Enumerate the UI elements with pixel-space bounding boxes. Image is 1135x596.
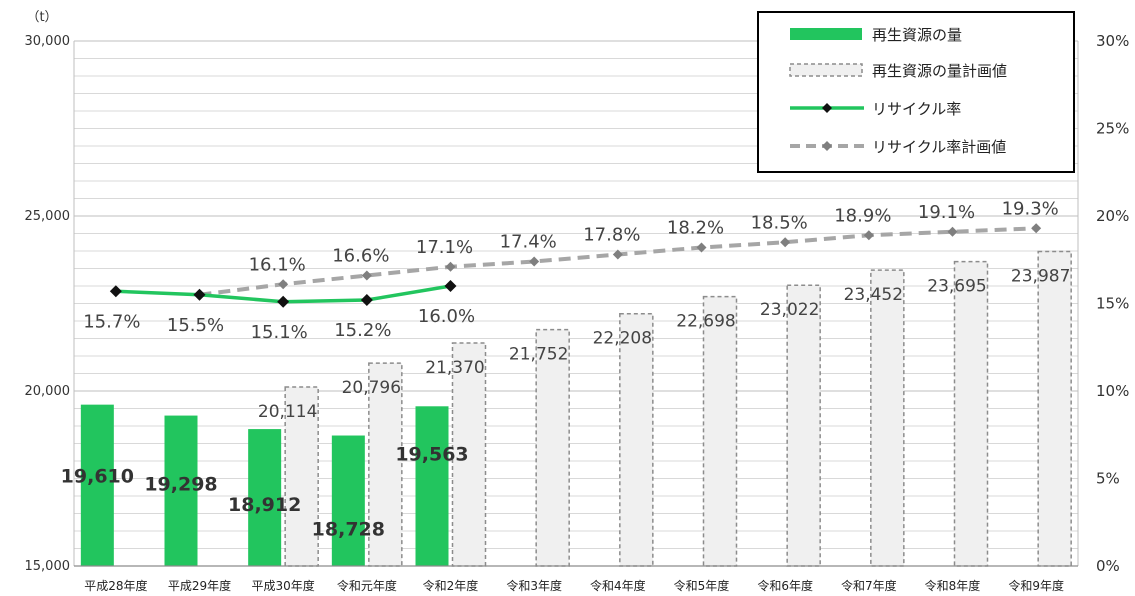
rate-label: 15.2% — [334, 320, 391, 341]
x-category-label: 令和2年度 — [423, 578, 479, 593]
plan-bar-label: 22,208 — [593, 329, 652, 349]
rate-plan-marker — [947, 226, 958, 237]
plan-bar-label: 21,752 — [509, 345, 568, 365]
y-unit-label: （t） — [26, 10, 57, 25]
plan-bar — [451, 342, 487, 567]
plan-bar — [786, 284, 821, 567]
plan-bar-label: 23,987 — [1011, 266, 1070, 286]
actual-bar-label: 19,298 — [144, 474, 217, 496]
plan-bar — [953, 260, 989, 567]
plan-bar-label: 22,698 — [676, 312, 735, 332]
rate-label: 15.5% — [167, 315, 224, 336]
y-tick-label: 15,000 — [25, 559, 71, 574]
legend-label-plan: 再生資源の量計画値 — [872, 62, 1007, 80]
actual-bar-label: 18,728 — [312, 519, 385, 541]
y2-tick-label: 10% — [1096, 382, 1129, 400]
actual-bar — [415, 406, 449, 566]
rate-marker — [360, 294, 373, 306]
rate-plan-marker — [529, 256, 540, 267]
rate-label: 16.0% — [418, 306, 475, 327]
rate-plan-marker — [780, 237, 791, 248]
plan-bar-label: 23,452 — [844, 285, 903, 305]
rate-plan-label: 18.5% — [751, 212, 808, 233]
rate-plan-marker — [696, 242, 707, 253]
legend-label-rate: リサイクル率 — [872, 100, 961, 118]
actual-bar — [248, 429, 282, 566]
rate-plan-label: 17.4% — [500, 232, 557, 253]
x-category-label: 令和4年度 — [590, 578, 646, 593]
y2-tick-label: 30% — [1096, 32, 1129, 50]
plan-bar — [619, 312, 654, 567]
plan-bar-label: 21,370 — [425, 358, 484, 378]
x-category-label: 平成29年度 — [168, 578, 231, 593]
rate-plan-label: 16.1% — [249, 254, 306, 275]
plan-bar-label: 23,022 — [760, 300, 819, 320]
y2-tick-label: 0% — [1096, 557, 1120, 575]
actual-bar-label: 19,563 — [395, 443, 468, 465]
rate-label: 15.7% — [83, 311, 140, 332]
y-tick-label: 25,000 — [25, 209, 71, 224]
plan-bar-label: 23,695 — [927, 277, 986, 297]
y2-tick-label: 25% — [1096, 120, 1129, 138]
plan-bar — [535, 328, 570, 567]
rate-label: 15.1% — [251, 322, 308, 343]
rate-plan-label: 19.3% — [1002, 198, 1059, 219]
rate-plan-marker — [1031, 223, 1042, 234]
x-category-label: 令和3年度 — [506, 578, 562, 593]
y2-tick-label: 20% — [1096, 207, 1129, 225]
x-category-label: 令和7年度 — [841, 578, 897, 593]
legend-marker-rate — [822, 103, 832, 113]
rate-marker — [444, 280, 457, 292]
plan-bar — [284, 386, 319, 567]
actual-bar — [331, 435, 365, 566]
y2-tick-label: 15% — [1096, 295, 1129, 313]
y2-tick-label: 5% — [1096, 470, 1120, 488]
x-category-label: 令和8年度 — [925, 578, 981, 593]
actual-bar-label: 18,912 — [228, 494, 301, 516]
rate-marker — [193, 288, 206, 301]
plan-bar — [702, 295, 738, 567]
rate-plan-label: 17.8% — [583, 225, 640, 246]
rate-plan-marker — [278, 279, 289, 290]
legend-marker-rate-plan — [822, 141, 832, 151]
plan-bar — [1037, 250, 1072, 567]
rate-plan-marker — [445, 261, 456, 272]
legend-label-rate-plan: リサイクル率計画値 — [872, 138, 1006, 156]
x-category-label: 令和元年度 — [337, 578, 397, 593]
rate-plan-marker — [863, 230, 874, 241]
rate-plan-marker — [361, 270, 372, 281]
actual-bar — [164, 415, 198, 566]
y-tick-label: 20,000 — [25, 384, 71, 399]
rate-marker — [109, 285, 122, 298]
x-category-label: 令和5年度 — [674, 578, 730, 593]
plan-bar — [870, 269, 905, 567]
rate-plan-label: 17.1% — [416, 237, 473, 258]
rate-plan-label: 19.1% — [918, 202, 975, 223]
plan-bar-label: 20,114 — [258, 402, 317, 422]
legend-swatch-plan — [789, 63, 863, 77]
plan-bar — [368, 362, 403, 567]
legend-swatch-actual — [790, 28, 862, 40]
x-category-label: 平成28年度 — [84, 578, 147, 593]
y-tick-label: 30,000 — [25, 34, 71, 49]
x-category-label: 平成30年度 — [252, 578, 315, 593]
x-category-label: 令和6年度 — [757, 578, 813, 593]
rate-plan-label: 18.2% — [667, 218, 724, 239]
actual-bar — [80, 404, 114, 566]
legend-label-actual: 再生資源の量 — [872, 26, 962, 44]
x-category-label: 令和9年度 — [1008, 578, 1064, 593]
rate-plan-label: 16.6% — [332, 246, 389, 267]
rate-marker — [277, 295, 290, 308]
rate-plan-label: 18.9% — [834, 205, 891, 226]
plan-bar-label: 20,796 — [342, 378, 401, 398]
actual-bar-label: 19,610 — [61, 466, 134, 488]
rate-plan-marker — [612, 249, 623, 260]
